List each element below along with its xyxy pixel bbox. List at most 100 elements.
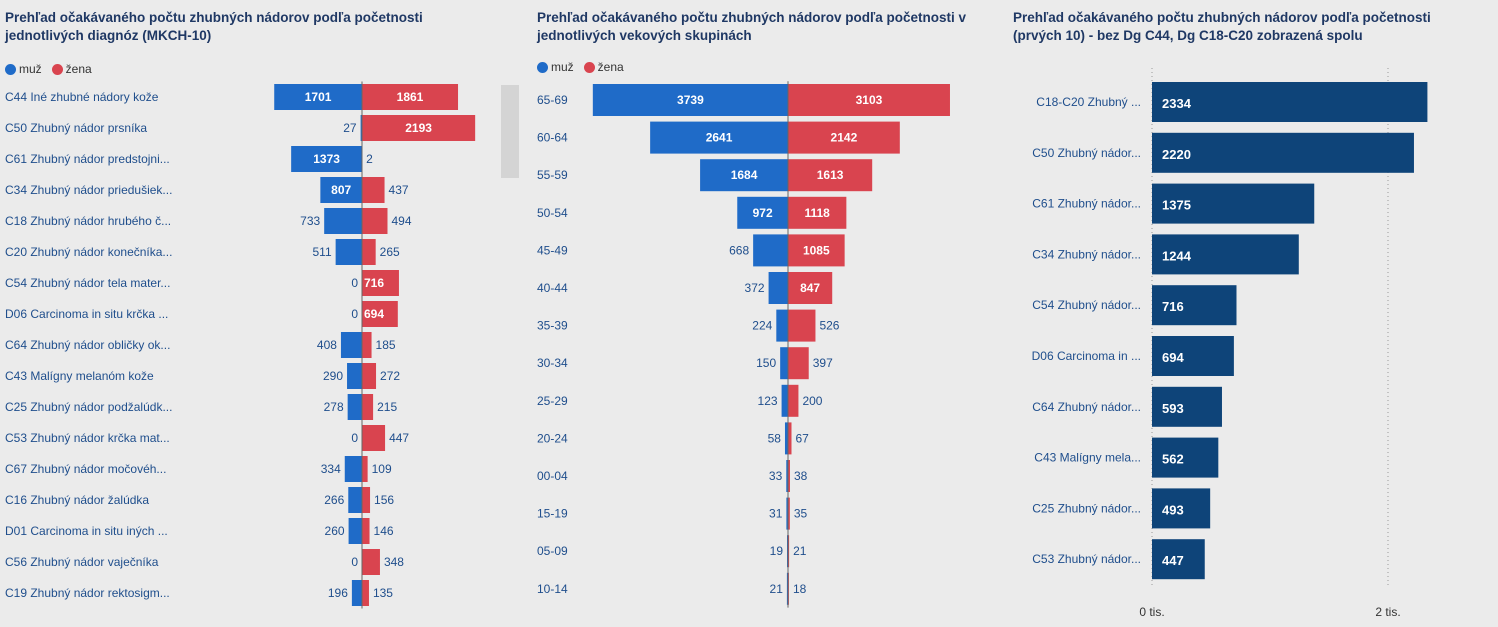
data-label-male: 511 <box>312 245 331 259</box>
data-label-male: 807 <box>331 183 351 197</box>
data-label-female: 272 <box>380 369 400 383</box>
data-label-female: 265 <box>380 245 400 259</box>
data-label: 447 <box>1162 553 1184 568</box>
data-label-female: 1613 <box>817 168 844 182</box>
data-label: 694 <box>1162 350 1184 365</box>
bar-female <box>788 535 790 568</box>
chart1-legend[interactable]: muž žena <box>5 62 98 76</box>
category-label: 45-49 <box>537 243 568 257</box>
category-label: 65-69 <box>537 93 568 107</box>
data-label-male: 278 <box>324 400 344 414</box>
data-label-male: 290 <box>323 369 343 383</box>
bar-female <box>362 177 385 203</box>
data-label-female: 135 <box>373 586 393 600</box>
bar-female <box>362 549 380 575</box>
bar-female <box>362 84 459 110</box>
data-label-female: 526 <box>819 319 839 333</box>
bar-male <box>360 115 362 141</box>
data-label-female: 716 <box>364 276 384 290</box>
data-label-male: 0 <box>351 276 358 290</box>
category-label: C61 Zhubný nádor predstojni... <box>5 152 170 166</box>
bar-male <box>274 84 362 110</box>
bar-male <box>324 208 362 234</box>
data-label-female: 18 <box>793 582 807 596</box>
data-label-male: 0 <box>351 307 358 321</box>
data-label-female: 437 <box>389 183 409 197</box>
bar-male <box>347 363 362 389</box>
category-label: 25-29 <box>537 394 568 408</box>
category-label: C56 Zhubný nádor vaječníka <box>5 555 159 569</box>
data-label-female: 185 <box>376 338 396 352</box>
bar-male <box>781 384 788 417</box>
category-label: 30-34 <box>537 356 568 370</box>
data-label-male: 0 <box>351 555 358 569</box>
category-label: 00-04 <box>537 469 568 483</box>
category-label: C50 Zhubný nádor prsníka <box>5 121 147 135</box>
chart2-legend[interactable]: muž žena <box>537 60 630 74</box>
data-label-male: 123 <box>758 394 778 408</box>
chart2-title: Prehľad očakávaného počtu zhubných nádor… <box>537 10 966 43</box>
chart3-title: Prehľad očakávaného počtu zhubných nádor… <box>1013 10 1431 43</box>
data-label-female: 2 <box>366 152 373 166</box>
data-label-female: 694 <box>364 307 384 321</box>
chart1-title: Prehľad očakávaného počtu zhubných nádor… <box>5 10 423 43</box>
male-dot-icon <box>5 63 16 75</box>
data-label-female: 215 <box>377 400 397 414</box>
category-label: C18 Zhubný nádor hrubého č... <box>5 214 171 228</box>
bar-male <box>347 394 362 420</box>
bar-male <box>780 347 788 380</box>
age-group-butterfly-chart: 65-69 3739 3103 60-64 2641 2142 55-59 1684 1613 5… <box>537 81 950 608</box>
bar-male <box>786 497 788 530</box>
bar <box>1152 183 1315 224</box>
bar-female <box>362 394 374 420</box>
bar-female <box>788 272 833 304</box>
category-label: C19 Zhubný nádor rektosigm... <box>5 586 170 600</box>
bar-female <box>788 121 900 154</box>
category-label: C54 Zhubný nádor... <box>1032 298 1141 312</box>
chart1-scrollbar[interactable] <box>501 85 519 178</box>
data-label-female: 156 <box>374 493 394 507</box>
data-label-female: 494 <box>391 214 411 228</box>
category-label: C53 Zhubný nádor... <box>1032 552 1141 566</box>
bar-female <box>788 309 816 342</box>
legend-item-male[interactable]: muž <box>537 60 574 74</box>
data-label-female: 200 <box>802 394 822 408</box>
category-label: C44 Iné zhubné nádory kože <box>5 90 159 104</box>
legend-item-male[interactable]: muž <box>5 62 42 76</box>
bar-male <box>700 159 788 192</box>
category-label: C50 Zhubný nádor... <box>1032 146 1141 160</box>
bar-female <box>788 460 790 492</box>
bar-male <box>351 580 362 606</box>
category-label: C43 Malígny mela... <box>1034 451 1141 465</box>
female-dot-icon <box>583 61 595 73</box>
data-label-female: 146 <box>374 524 394 538</box>
category-label: D06 Carcinoma in ... <box>1032 349 1141 363</box>
category-label: 05-09 <box>537 544 568 558</box>
bar <box>1152 386 1222 427</box>
bar-male <box>768 272 788 304</box>
data-label-female: 2193 <box>405 121 432 135</box>
data-label-male: 1373 <box>313 152 340 166</box>
data-label-female: 397 <box>813 356 833 370</box>
legend-item-female[interactable]: žena <box>51 62 92 76</box>
bar <box>1152 488 1211 529</box>
category-label: C53 Zhubný nádor krčka mat... <box>5 431 170 445</box>
bar-female <box>362 239 376 265</box>
category-label: 50-54 <box>537 206 568 220</box>
bar-male <box>784 422 788 455</box>
category-label: D06 Carcinoma in situ krčka ... <box>5 307 168 321</box>
bar-female <box>788 234 845 267</box>
bar-male <box>650 121 788 154</box>
data-label-male: 1684 <box>731 168 758 182</box>
bar-male <box>335 239 362 265</box>
bar-female <box>788 384 799 417</box>
data-label: 2334 <box>1162 96 1192 111</box>
category-label: C34 Zhubný nádor priedušiek... <box>5 183 172 197</box>
bar-female <box>788 196 847 229</box>
data-label-male: 266 <box>324 493 344 507</box>
bar-male <box>344 456 362 482</box>
legend-item-female[interactable]: žena <box>583 60 624 74</box>
bar-female <box>362 301 398 327</box>
data-label-female: 109 <box>372 462 392 476</box>
bar-male <box>340 332 362 358</box>
